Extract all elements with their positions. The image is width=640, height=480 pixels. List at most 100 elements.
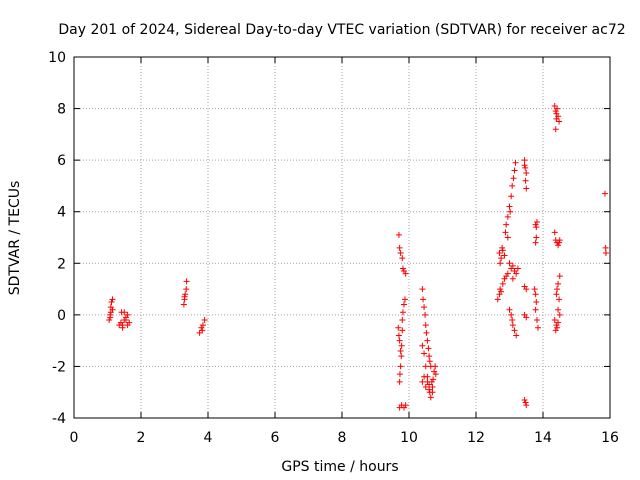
y-tick-label: 0 — [57, 308, 66, 324]
data-point-marker — [531, 286, 538, 293]
data-point-marker — [181, 293, 188, 300]
data-point-marker — [429, 384, 436, 391]
data-point-marker — [419, 342, 426, 349]
x-tick-label: 0 — [70, 430, 79, 446]
data-point-marker — [499, 247, 506, 254]
data-point-marker — [533, 298, 540, 305]
data-point-marker — [399, 255, 406, 262]
data-point-marker — [199, 322, 206, 329]
x-tick-label: 6 — [271, 430, 280, 446]
x-tick-label: 12 — [467, 430, 485, 446]
data-point-marker — [556, 273, 563, 280]
data-point-marker — [508, 311, 515, 318]
x-tick-label: 2 — [137, 430, 146, 446]
data-point-marker — [427, 363, 434, 370]
data-point-marker — [426, 386, 433, 393]
y-tick-label: 6 — [57, 153, 66, 169]
data-point-marker — [556, 118, 563, 125]
data-point-marker — [108, 298, 115, 305]
data-point-marker — [422, 322, 429, 329]
data-point-marker — [124, 311, 131, 318]
data-point-marker — [556, 239, 563, 246]
data-point-marker — [522, 164, 529, 171]
data-point-marker — [427, 394, 434, 401]
data-point-marker — [532, 239, 539, 246]
data-point-marker — [513, 270, 520, 277]
data-point-marker — [556, 237, 563, 244]
data-point-marker — [554, 324, 561, 331]
data-point-marker — [397, 363, 404, 370]
data-point-marker — [523, 314, 530, 321]
data-point-marker — [533, 219, 540, 226]
data-point-marker — [399, 317, 406, 324]
data-point-marker — [121, 309, 128, 316]
data-point-marker — [399, 309, 406, 316]
data-point-marker — [523, 185, 530, 192]
data-point-marker — [498, 288, 505, 295]
data-point-marker — [509, 182, 516, 189]
chart-title: Day 201 of 2024, Sidereal Day-to-day VTE… — [58, 22, 625, 38]
data-point-marker — [422, 384, 429, 391]
data-point-marker — [555, 242, 562, 249]
data-point-marker — [552, 327, 559, 334]
data-point-marker — [509, 275, 516, 282]
data-point-marker — [109, 296, 116, 303]
data-point-marker — [521, 396, 528, 403]
y-axis-label: SDTVAR / TECUs — [7, 181, 23, 296]
data-point-marker — [511, 167, 518, 174]
data-point-marker — [494, 296, 501, 303]
data-point-marker — [426, 353, 433, 360]
data-point-marker — [396, 244, 403, 251]
data-point-marker — [503, 221, 510, 228]
data-point-marker — [497, 286, 504, 293]
data-point-marker — [504, 213, 511, 220]
data-point-marker — [119, 322, 126, 329]
data-point-marker — [506, 203, 513, 210]
data-point-marker — [513, 332, 520, 339]
data-point-marker — [509, 262, 516, 269]
data-point-marker — [499, 244, 506, 251]
y-tick-label: -4 — [52, 411, 66, 427]
data-point-marker — [533, 234, 540, 241]
data-point-marker — [555, 280, 562, 287]
data-point-marker — [428, 378, 435, 385]
data-point-marker — [396, 371, 403, 378]
data-point-marker — [601, 190, 608, 197]
data-point-marker — [523, 402, 530, 409]
data-point-marker — [196, 329, 203, 336]
data-point-marker — [521, 157, 528, 164]
data-point-marker — [510, 175, 517, 182]
data-point-marker — [602, 249, 609, 256]
data-point-marker — [556, 296, 563, 303]
data-point-marker — [422, 363, 429, 370]
data-point-marker — [422, 311, 429, 318]
data-point-marker — [523, 170, 530, 177]
data-point-marker — [512, 159, 519, 166]
data-point-marker — [107, 314, 114, 321]
data-point-marker — [501, 252, 508, 259]
data-point-marker — [395, 324, 402, 331]
data-point-marker — [522, 177, 529, 184]
data-point-marker — [509, 322, 516, 329]
axis-ticks: 0 2 4 6 8 10 12 14 16 -4 -2 0 2 4 6 8 10 — [48, 50, 619, 446]
data-point-marker — [498, 255, 505, 262]
data-point-marker — [397, 347, 404, 354]
data-point-marker — [396, 337, 403, 344]
data-point-marker — [395, 332, 402, 339]
data-point-marker — [421, 373, 428, 380]
y-tick-label: 4 — [57, 205, 66, 221]
data-point-marker — [400, 301, 407, 308]
data-point-marker — [425, 345, 432, 352]
data-point-marker — [551, 229, 558, 236]
x-tick-label: 16 — [601, 430, 619, 446]
data-point-marker — [514, 265, 521, 272]
data-point-marker — [430, 376, 437, 383]
data-point-marker — [398, 342, 405, 349]
data-point-marker — [401, 296, 408, 303]
data-point-marker — [397, 249, 404, 256]
data-point-marker — [602, 244, 609, 251]
data-point-marker — [182, 291, 189, 298]
x-tick-label: 10 — [400, 430, 418, 446]
data-point-marker — [396, 378, 403, 385]
